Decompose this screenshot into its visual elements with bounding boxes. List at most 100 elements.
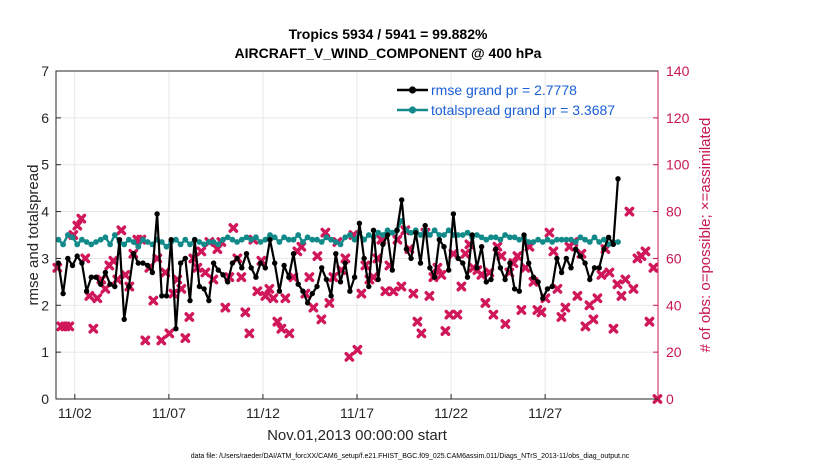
- rmse-point: [403, 246, 410, 252]
- obs-assimilated-marker: [196, 246, 207, 257]
- rmse-point: [554, 255, 560, 262]
- totalspread-point: [596, 239, 603, 245]
- obs-assimilated-marker: [560, 302, 571, 313]
- totalspread-point: [130, 239, 137, 245]
- rmse-point: [427, 265, 433, 271]
- totalspread-point: [83, 239, 90, 245]
- obs-assimilated-marker: [352, 344, 363, 355]
- rmse-point: [304, 300, 311, 306]
- totalspread-point: [577, 234, 584, 241]
- rmse-point: [140, 260, 146, 266]
- rmse-point: [413, 230, 419, 236]
- totalspread-point: [459, 232, 466, 238]
- rmse-point: [587, 276, 593, 283]
- obs-assimilated-marker: [288, 272, 299, 283]
- rmse-point: [314, 283, 320, 290]
- totalspread-point: [318, 239, 325, 245]
- totalspread-point: [408, 229, 414, 236]
- totalspread-point: [295, 232, 302, 238]
- totalspread-point: [125, 236, 132, 243]
- rmse-point: [337, 279, 344, 285]
- totalspread-point: [549, 239, 556, 245]
- y-left-tick-label: 4: [41, 204, 49, 220]
- totalspread-point: [201, 241, 208, 248]
- legend-totalspread-label: totalspread grand pr = 3.3687: [431, 102, 615, 118]
- totalspread-point: [158, 239, 165, 245]
- totalspread-point: [97, 236, 104, 243]
- obs-assimilated-marker: [72, 220, 83, 231]
- rmse-point: [511, 286, 518, 292]
- totalspread-point: [586, 239, 593, 245]
- rmse-point: [568, 265, 574, 271]
- obs-assimilated-marker: [140, 335, 151, 346]
- rmse-point: [173, 326, 179, 332]
- totalspread-point: [177, 241, 184, 248]
- totalspread-point: [196, 239, 203, 245]
- y-left-tick-label: 0: [41, 391, 49, 407]
- totalspread-point: [102, 234, 109, 241]
- rmse-point: [159, 293, 165, 299]
- totalspread-point: [539, 239, 546, 245]
- totalspread-point: [107, 241, 113, 248]
- obs-assimilated-marker: [444, 309, 455, 320]
- rmse-point: [615, 176, 621, 182]
- obs-assimilated-marker: [184, 312, 195, 322]
- totalspread-point: [206, 239, 212, 245]
- obs-assimilated-marker: [628, 283, 639, 294]
- obs-assimilated-marker: [408, 288, 419, 299]
- y-left-tick-label: 3: [41, 250, 49, 266]
- y-left-tick-label: 5: [41, 157, 49, 173]
- totalspread-point: [281, 234, 287, 241]
- obs-assimilated-marker: [284, 328, 295, 339]
- obs-assimilated-marker: [396, 281, 407, 292]
- totalspread-point: [525, 239, 532, 245]
- rmse-point: [182, 255, 188, 262]
- obs-assimilated-marker: [312, 251, 323, 261]
- totalspread-point: [79, 236, 85, 243]
- rmse-point: [187, 297, 193, 304]
- obs-assimilated-marker: [76, 213, 87, 224]
- rmse-point: [507, 260, 513, 266]
- obs-assimilated-marker: [608, 323, 619, 334]
- rmse-point: [145, 262, 151, 269]
- rmse-point: [464, 274, 471, 280]
- rmse-point: [497, 265, 504, 271]
- obs-assimilated-marker: [264, 283, 275, 294]
- rmse-point: [290, 251, 297, 257]
- totalspread-point: [135, 243, 142, 250]
- obs-assimilated-marker: [380, 286, 391, 297]
- obs-assimilated-marker: [536, 307, 547, 318]
- rmse-point: [526, 260, 532, 266]
- totalspread-point: [234, 239, 241, 245]
- rmse-point: [347, 288, 353, 294]
- y-right-axis-label: # of obs: o=possible; ×=assimilated: [697, 118, 714, 353]
- rmse-point: [478, 244, 485, 250]
- y-right-axis-ticks: 0 20 40 60 80 100 120 140: [653, 63, 690, 407]
- totalspread-point: [530, 239, 537, 245]
- obs-assimilated-marker: [544, 227, 555, 238]
- legend: rmse grand pr = 2.7778 totalspread grand…: [397, 82, 615, 118]
- rmse-point: [474, 265, 480, 271]
- rmse-point: [168, 237, 174, 243]
- rmse-point: [328, 293, 334, 299]
- rmse-point: [121, 316, 127, 322]
- y-right-tick-label: 120: [666, 110, 690, 126]
- totalspread-point: [488, 234, 494, 241]
- rmse-point: [582, 260, 588, 266]
- obs-assimilated-marker: [236, 272, 247, 283]
- obs-assimilated-marker: [324, 298, 335, 308]
- obs-assimilated-marker: [180, 333, 191, 343]
- rmse-point: [389, 267, 395, 273]
- totalspread-point: [163, 243, 170, 250]
- rmse-point: [408, 255, 414, 262]
- rmse-point: [323, 276, 330, 283]
- rmse-point: [88, 274, 95, 280]
- rmse-point: [549, 283, 555, 290]
- totalspread-point: [140, 236, 146, 243]
- rmse-point: [98, 281, 104, 287]
- y-left-axis-label: rmse and totalspread: [25, 165, 42, 306]
- y-right-tick-label: 40: [666, 297, 682, 313]
- rmse-point: [55, 260, 62, 266]
- totalspread-point: [64, 232, 71, 238]
- obs-assimilated-marker: [220, 302, 231, 313]
